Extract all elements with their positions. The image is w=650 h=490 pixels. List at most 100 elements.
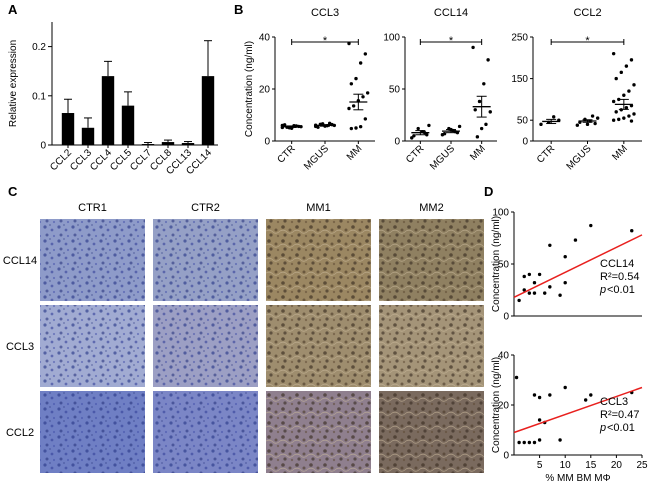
regression-line [513, 234, 643, 298]
x-tick-label: MM [610, 143, 630, 163]
bar [121, 105, 135, 145]
annotation-pvalue: <0.01 [607, 284, 635, 296]
data-point [532, 440, 537, 445]
data-point [548, 243, 552, 247]
data-point [583, 398, 588, 402]
x-tick-label: CCL3 [68, 147, 94, 173]
data-point [349, 126, 354, 131]
data-point [614, 76, 618, 81]
scatter-ccl2: 0 50 150 250 CCL2 CTR MGUS MM * [511, 7, 642, 172]
x-tick-label: MM [468, 143, 488, 163]
data-point [332, 123, 337, 128]
data-point [632, 83, 636, 87]
y-axis-label: Relative expression [8, 40, 19, 127]
y-tick-label: 250 [511, 33, 528, 44]
data-point [532, 281, 537, 285]
x-tick-label: MM [345, 143, 365, 163]
data-point [537, 418, 542, 422]
y-tick-label: 0.2 [32, 42, 46, 53]
data-point [563, 281, 567, 285]
x-tick-label: 15 [585, 460, 597, 471]
y-axis-label: Concentration (ng/ml) [491, 216, 502, 312]
x-tick-label: CCL2 [48, 147, 74, 173]
y-tick-label: 0 [394, 137, 400, 148]
histology-texture [153, 305, 258, 387]
data-point [563, 385, 567, 390]
data-point [624, 64, 629, 68]
significance-star: * [585, 35, 590, 47]
bar [181, 143, 195, 145]
data-point [630, 229, 634, 233]
column-label: MM1 [306, 202, 330, 214]
histology-texture [153, 391, 258, 473]
data-point [347, 106, 351, 111]
data-point [522, 288, 526, 292]
data-point [595, 116, 600, 120]
annotation-p: p [599, 422, 606, 434]
histology-texture [266, 391, 371, 473]
x-tick-label: CCL7 [128, 147, 154, 173]
data-point [522, 274, 526, 279]
data-point [532, 291, 537, 295]
data-point [614, 110, 618, 114]
x-tick-label: 5 [537, 460, 543, 471]
scatter-ccl14: 0 50 100 CCL14 CTR MGUS MM * [383, 7, 497, 172]
histology-texture [40, 391, 145, 473]
y-tick-label: 20 [259, 85, 271, 96]
data-point [624, 106, 629, 110]
data-point [622, 116, 626, 120]
chart-title: CCL2 [573, 7, 601, 19]
data-point [532, 393, 537, 397]
data-point [589, 393, 593, 397]
row-label: CCL2 [6, 427, 34, 439]
x-tick-label: 25 [636, 460, 648, 471]
data-point [412, 134, 416, 138]
histology-texture [40, 219, 145, 301]
data-point [539, 122, 543, 127]
data-point [358, 61, 363, 65]
y-tick-label: 20 [498, 401, 510, 412]
data-point [543, 291, 547, 295]
x-tick-label: MGUS [302, 143, 331, 172]
y-axis-label: Concentration (ng/ml) [491, 357, 502, 453]
row-label: CCL14 [3, 255, 37, 267]
data-point [611, 118, 616, 122]
bar [141, 144, 155, 145]
annotation-p: p [599, 284, 606, 296]
data-point [611, 51, 616, 56]
data-point [527, 272, 532, 277]
histology-texture [266, 219, 371, 301]
panel-letter-a: A [8, 2, 18, 17]
data-point [575, 123, 580, 127]
annotation-r2: R²=0.47 [600, 409, 639, 421]
data-point [617, 97, 621, 102]
column-label: MM2 [419, 202, 443, 214]
data-point [488, 110, 492, 114]
x-tick-label: CTR [535, 143, 557, 165]
significance-star: * [323, 35, 328, 47]
data-point [299, 125, 303, 129]
histology-texture [153, 219, 258, 301]
data-point [522, 440, 526, 445]
data-point [619, 70, 623, 75]
annotation-pvalue: <0.01 [607, 422, 635, 434]
histology-texture [40, 305, 145, 387]
y-tick-label: 40 [259, 33, 271, 44]
y-tick-label: 50 [498, 260, 510, 271]
data-point [410, 136, 414, 140]
column-label: CTR1 [78, 202, 107, 214]
data-point [425, 133, 429, 137]
x-tick-label: MGUS [428, 143, 457, 172]
panel-d-correlation-charts: Concentration (ng/ml) Concentration (ng/m… [491, 208, 648, 485]
data-point [475, 135, 480, 139]
data-point [486, 58, 490, 62]
y-tick-label: 40 [498, 351, 510, 362]
data-point [477, 99, 482, 104]
data-point [484, 122, 488, 127]
annotation-gene: CCL3 [600, 396, 628, 408]
data-point [593, 121, 597, 126]
